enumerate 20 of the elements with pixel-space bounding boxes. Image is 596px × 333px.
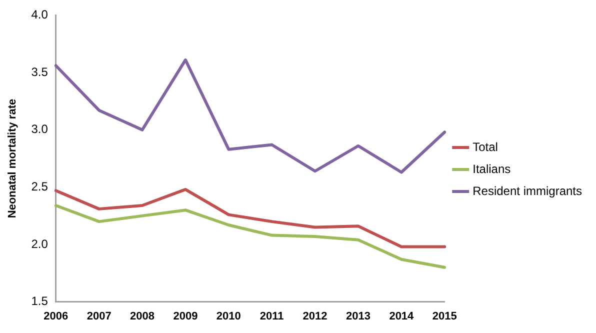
y-tick-label: 3.0 — [31, 122, 48, 136]
y-tick-label: 2.5 — [31, 179, 48, 194]
y-tick-label: 3.5 — [31, 64, 48, 79]
legend-label: Italians — [472, 162, 511, 176]
x-tick-label: 2011 — [260, 310, 284, 322]
x-tick-label: 2006 — [44, 310, 68, 322]
x-tick-label: 2014 — [389, 310, 415, 322]
x-tick-label: 2007 — [86, 310, 112, 322]
legend-label: Total — [472, 140, 498, 154]
x-tick-label: 2009 — [173, 310, 198, 322]
y-tick-label: 4.0 — [31, 8, 48, 22]
legend-label: Resident immigrants — [472, 184, 582, 198]
x-tick-label: 2013 — [346, 310, 370, 322]
x-tick-label: 2012 — [302, 310, 328, 322]
x-tick-label: 2015 — [432, 310, 457, 322]
y-tick-label: 2.0 — [31, 236, 48, 251]
x-tick-label: 2008 — [130, 310, 155, 322]
y-axis-title: Neonatal mortality rate — [6, 98, 19, 218]
x-tick-label: 2010 — [216, 310, 241, 322]
y-tick-label: 1.5 — [31, 294, 48, 308]
